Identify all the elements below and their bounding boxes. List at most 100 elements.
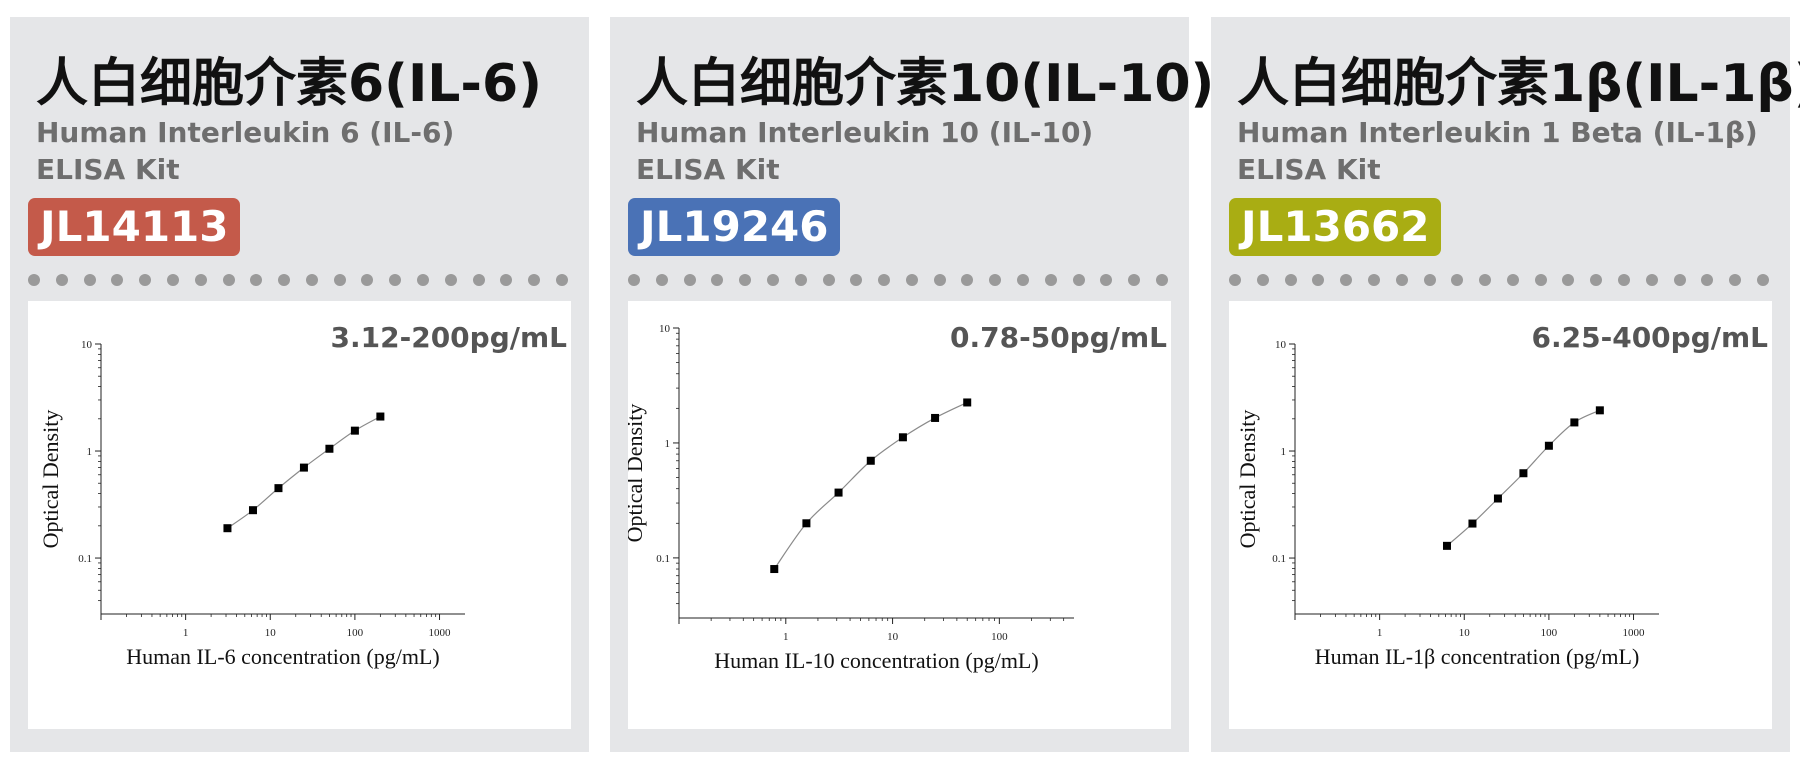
data-point — [223, 524, 232, 533]
standard-curve-chart: 0.1 1 10 1 10 100 1000 Human IL-1β concentratio… — [1235, 339, 1659, 669]
divider-dot — [55, 274, 68, 286]
catalog-badge: JL13662 — [1229, 198, 1441, 256]
divider-dot — [194, 274, 207, 286]
data-point — [866, 456, 875, 465]
standard-curve-chart: 0.1 1 10 1 10 100 1000 Human IL-6 concentration… — [38, 339, 465, 669]
data-point — [834, 488, 843, 497]
product-title-en: Human Interleukin 10 (IL-10) ELISA Kit — [636, 114, 1166, 188]
divider-dot — [556, 274, 568, 286]
standard-curve-chart: 0.1 1 10 1 10 100 Human IL-10 concentration (p… — [628, 323, 1074, 673]
divider-dot — [1229, 274, 1241, 286]
divider-dot — [1673, 274, 1686, 286]
divider-dot — [1284, 274, 1297, 286]
product-title-en-line2: ELISA Kit — [636, 153, 780, 186]
divider-dot — [1590, 274, 1603, 286]
divider-dot — [822, 274, 835, 286]
divider-dot — [850, 274, 863, 286]
divider-dot — [961, 274, 974, 286]
data-point — [350, 426, 359, 435]
x-axis-label: Human IL-6 concentration (pg/mL) — [126, 644, 439, 669]
catalog-badge: JL19246 — [628, 198, 840, 256]
data-point — [1442, 541, 1451, 550]
detection-range: 3.12-200pg/mL — [330, 321, 567, 354]
divider-dot — [1729, 274, 1742, 286]
product-card-il10: 人白细胞介素10(IL-10) Human Interleukin 10 (IL… — [610, 17, 1214, 752]
divider-dot — [1562, 274, 1575, 286]
divider-dot — [1256, 274, 1269, 286]
product-title-en-line2: ELISA Kit — [1237, 153, 1381, 186]
divider-dot — [139, 274, 152, 286]
divider-dot — [1757, 274, 1769, 286]
divider-dot — [1340, 274, 1353, 286]
product-title-en: Human Interleukin 1 Beta (IL-1β) ELISA K… — [1237, 114, 1767, 188]
divider-dot — [1423, 274, 1436, 286]
x-tick-label: 1 — [1377, 627, 1383, 639]
x-tick-label: 100 — [347, 627, 364, 639]
data-point — [1595, 406, 1604, 415]
y-axis-label: Optical Density — [628, 404, 647, 543]
x-tick-label: 10 — [265, 627, 277, 639]
y-tick-label: 0.1 — [656, 553, 670, 565]
product-title-en-line1: Human Interleukin 1 Beta (IL-1β) — [1237, 116, 1758, 149]
divider-dot — [1506, 274, 1519, 286]
divider-dot — [739, 274, 752, 286]
data-point — [898, 433, 907, 442]
y-tick-label: 10 — [659, 323, 671, 335]
y-tick-label: 10 — [1275, 339, 1287, 351]
divider-dot — [1618, 274, 1631, 286]
y-axis-label: Optical Density — [38, 410, 63, 549]
y-tick-label: 0.1 — [78, 553, 92, 565]
x-axis-label: Human IL-1β concentration (pg/mL) — [1315, 644, 1640, 669]
data-point — [1570, 418, 1579, 427]
divider-dot — [111, 274, 124, 286]
catalog-badge: JL14113 — [28, 198, 240, 256]
y-tick-label: 10 — [81, 339, 93, 351]
divider-dot — [766, 274, 779, 286]
data-point — [1493, 494, 1502, 503]
divider-dot — [683, 274, 696, 286]
divider-dot — [628, 274, 640, 286]
x-tick-label: 1000 — [429, 627, 452, 639]
product-title-cn: 人白细胞介素1β(IL-1β) — [1237, 54, 1800, 114]
divider-dot — [711, 274, 724, 286]
product-card-il6: 人白细胞介素6(IL-6) Human Interleukin 6 (IL-6)… — [10, 17, 589, 752]
data-point — [248, 506, 257, 515]
detection-range: 0.78-50pg/mL — [950, 321, 1167, 354]
standard-curve-panel: 6.25-400pg/mL 0.1 1 10 1 10 100 1000 Human IL-1… — [1229, 301, 1772, 729]
standard-curve-panel: 0.78-50pg/mL 0.1 1 10 1 10 100 Human IL-10 con… — [628, 301, 1171, 729]
data-point — [802, 519, 811, 528]
standard-curve-panel: 3.12-200pg/mL 0.1 1 10 1 10 100 1000 Human IL-6… — [28, 301, 571, 729]
x-tick-label: 1000 — [1623, 627, 1646, 639]
data-point — [1468, 519, 1477, 528]
divider-dot — [933, 274, 946, 286]
data-point — [1519, 469, 1528, 478]
divider-dot — [83, 274, 96, 286]
data-point — [274, 484, 283, 493]
divider-dot — [305, 274, 318, 286]
divider-dot — [1312, 274, 1325, 286]
detection-range: 6.25-400pg/mL — [1531, 321, 1768, 354]
divider-dot — [1645, 274, 1658, 286]
x-tick-label: 1 — [183, 627, 189, 639]
divider-dot — [528, 274, 541, 286]
divider-dot — [794, 274, 807, 286]
divider-dot — [1479, 274, 1492, 286]
x-tick-label: 100 — [1541, 627, 1558, 639]
divider-dot — [500, 274, 513, 286]
data-point — [770, 565, 779, 574]
y-tick-label: 0.1 — [1272, 553, 1286, 565]
divider-dot — [1044, 274, 1057, 286]
divider-dot — [444, 274, 457, 286]
product-title-cn: 人白细胞介素10(IL-10) — [636, 54, 1215, 114]
data-point — [963, 398, 972, 407]
divider-dot — [278, 274, 291, 286]
y-tick-label: 1 — [87, 446, 93, 458]
data-point — [376, 412, 385, 421]
product-title-en-line1: Human Interleukin 10 (IL-10) — [636, 116, 1094, 149]
dot-divider — [28, 274, 568, 288]
divider-dot — [1701, 274, 1714, 286]
x-tick-label: 10 — [887, 631, 899, 643]
divider-dot — [28, 274, 40, 286]
divider-dot — [905, 274, 918, 286]
x-tick-label: 100 — [991, 631, 1008, 643]
